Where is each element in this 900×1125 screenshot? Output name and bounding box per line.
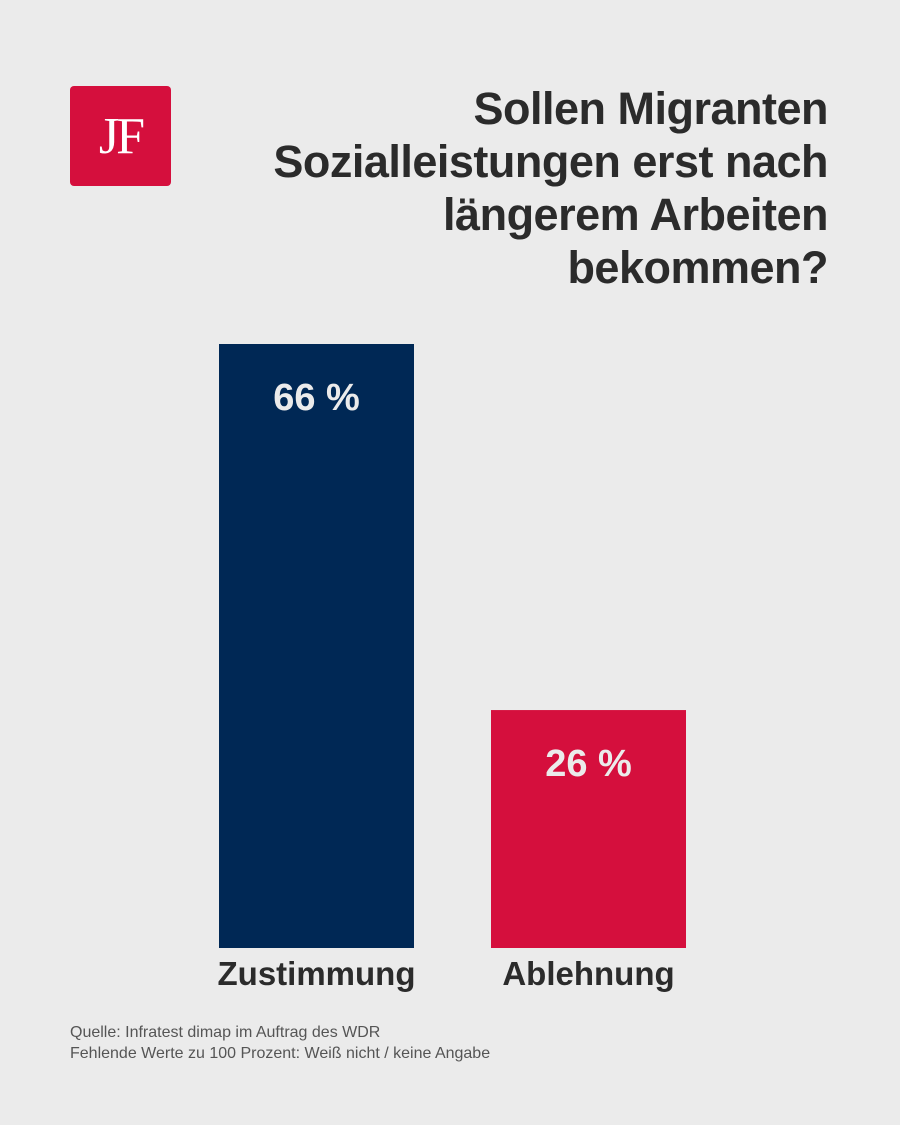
bar-ablehnung xyxy=(491,710,686,948)
value-label: 26 % xyxy=(545,743,632,785)
category-label: Ablehnung xyxy=(502,955,674,992)
note-text: Fehlende Werte zu 100 Prozent: Weiß nich… xyxy=(70,1045,491,1062)
category-label: Zustimmung xyxy=(218,955,416,992)
bar-zustimmung xyxy=(219,344,414,948)
footer: Quelle: Infratest dimap im Auftrag des W… xyxy=(70,1022,490,1064)
jf-logo: JF xyxy=(70,86,171,186)
logo-text: JF xyxy=(98,107,145,165)
value-label: 66 % xyxy=(273,377,360,419)
chart-title: Sollen Migranten Sozialleistungen erst n… xyxy=(273,83,828,293)
source-text: Quelle: Infratest dimap im Auftrag des W… xyxy=(70,1024,381,1041)
